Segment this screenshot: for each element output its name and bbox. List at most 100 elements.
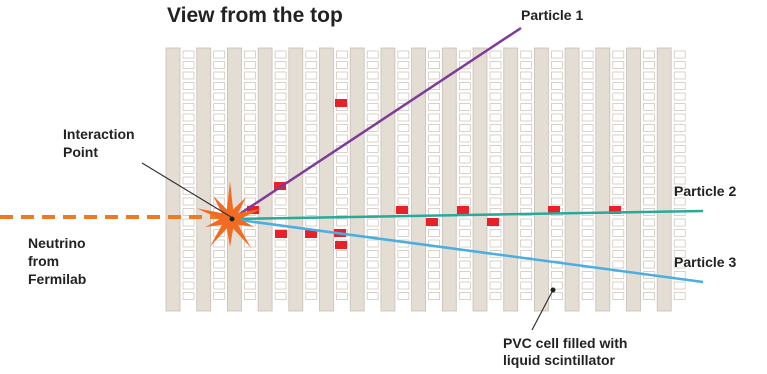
pvc-cell [643,260,655,269]
pvc-cell [489,229,502,237]
pvc-cell [305,239,318,248]
pvc-cell [336,155,348,164]
pvc-leader-line [531,289,554,331]
pvc-cell [213,155,226,164]
pvc-cell [397,260,410,269]
pvc-cell [182,218,195,227]
pvc-cell [643,113,655,122]
pvc-cell [336,260,348,269]
pvc-cell [182,113,195,122]
pvc-cell [551,187,563,195]
pvc-cell [489,239,502,248]
pvc-cell [458,187,471,195]
pvc-cell [520,103,533,111]
pvc-cell [182,71,195,80]
pvc-cell [182,271,195,279]
pvc-cell [643,103,655,111]
pvc-cell [520,260,533,269]
pvc-cell [182,239,195,248]
pvc-cell [673,197,686,206]
pvc-cell [213,61,226,69]
pvc-cell [397,50,410,59]
pvc-cell [612,281,625,290]
pvc-cell [612,155,625,164]
pvc-cell [366,239,379,248]
pvc-cell [213,176,226,185]
pvc-cell [612,61,625,69]
pvc-cell [520,92,533,101]
pvc-cell [428,71,440,80]
pvc-cell [366,155,379,164]
pvc-cell [274,166,287,174]
pvc-cell [366,166,379,174]
pvc-cell [581,92,594,101]
pvc-cell [643,281,655,290]
pvc-cell [213,187,226,195]
pvc-cell [366,134,379,143]
pvc-cell [397,92,410,101]
pvc-cell [489,61,502,69]
pvc-cell [581,113,594,122]
pvc-cell [520,208,533,216]
pvc-cell [581,145,594,153]
pvc-cell [673,218,686,227]
pvc-cell [397,134,410,143]
pvc-cell [274,155,287,164]
pvc-cell [428,145,440,153]
pvc-cell [643,187,655,195]
pvc-cell [673,166,686,174]
pvc-cell [305,271,318,279]
detector-plane [349,47,365,312]
pvc-cell [305,71,318,80]
pvc-cell [182,281,195,290]
pvc-cell [551,113,563,122]
pvc-cell [182,61,195,69]
pvc-cell [305,292,318,300]
detector-plane [380,47,396,312]
pvc-cell [612,229,625,237]
detector-plane [626,47,641,312]
pvc-cell [182,166,195,174]
pvc-cell [520,71,533,80]
pvc-cell [551,229,563,237]
pvc-cell [213,50,226,59]
pvc-cell [489,197,502,206]
pvc-cell [274,103,287,111]
pvc-cell [305,103,318,111]
detector-plane [656,47,672,312]
pvc-cell [489,271,502,279]
pvc-cell [366,208,379,216]
pvc-cell [612,176,625,185]
diagram-title: View from the top [167,4,343,27]
pvc-cell [673,113,686,122]
pvc-cell [458,166,471,174]
pvc-cell [673,145,686,153]
pvc-cell [673,176,686,185]
pvc-cell [643,92,655,101]
pvc-cell [244,113,256,122]
pvc-cell [520,292,533,300]
pvc-cell [520,155,533,164]
pvc-cell [366,250,379,258]
pvc-cell [397,124,410,132]
pvc-cell [551,124,563,132]
pvc-cell [336,187,348,195]
pvc-cell [336,176,348,185]
pvc-cell [673,103,686,111]
pvc-cell [305,145,318,153]
pvc-cell [673,250,686,258]
pvc-cell [489,260,502,269]
pvc-cell [520,281,533,290]
pvc-cell [643,239,655,248]
pvc-cell [182,82,195,90]
pvc-cell [458,113,471,122]
pvc-cell [397,229,410,237]
pvc-cell [612,260,625,269]
pvc-cell [244,250,256,258]
pvc-cell [551,134,563,143]
pvc-cell [182,145,195,153]
particle-3-label: Particle 3 [674,254,736,270]
pvc-cell [581,124,594,132]
pvc-cell [244,71,256,80]
